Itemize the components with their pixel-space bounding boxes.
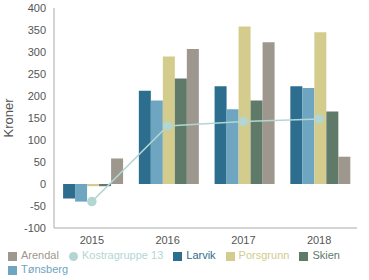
html-text:Kostragruppe 13: Kostragruppe 13 (81, 249, 164, 261)
svg-text:400: 400 (28, 2, 46, 14)
svg-text:2015: 2015 (80, 234, 104, 246)
html-text:Porsgrunn: Porsgrunn (238, 249, 290, 261)
html-text:Larvik: Larvik (186, 249, 216, 261)
svg-text:50: 50 (34, 156, 46, 168)
svg-text:Kroner: Kroner (8, 98, 16, 138)
svg-text:250: 250 (28, 68, 46, 80)
svg-text:2016: 2016 (155, 234, 179, 246)
html-text:Arendal: Arendal (21, 249, 59, 261)
svg-text:350: 350 (28, 24, 46, 36)
html-text:Skien: Skien (312, 249, 340, 261)
svg-text:2018: 2018 (307, 234, 331, 246)
svg-text:-50: -50 (30, 200, 46, 212)
svg-text:150: 150 (28, 112, 46, 124)
svg-text:100: 100 (28, 134, 46, 146)
svg-text:300: 300 (28, 46, 46, 58)
html-text:Tønsberg: Tønsberg (21, 263, 69, 275)
svg-text:200: 200 (28, 90, 46, 102)
svg-text:0: 0 (40, 178, 46, 190)
svg-text:2017: 2017 (231, 234, 255, 246)
svg-text:-100: -100 (24, 222, 46, 234)
